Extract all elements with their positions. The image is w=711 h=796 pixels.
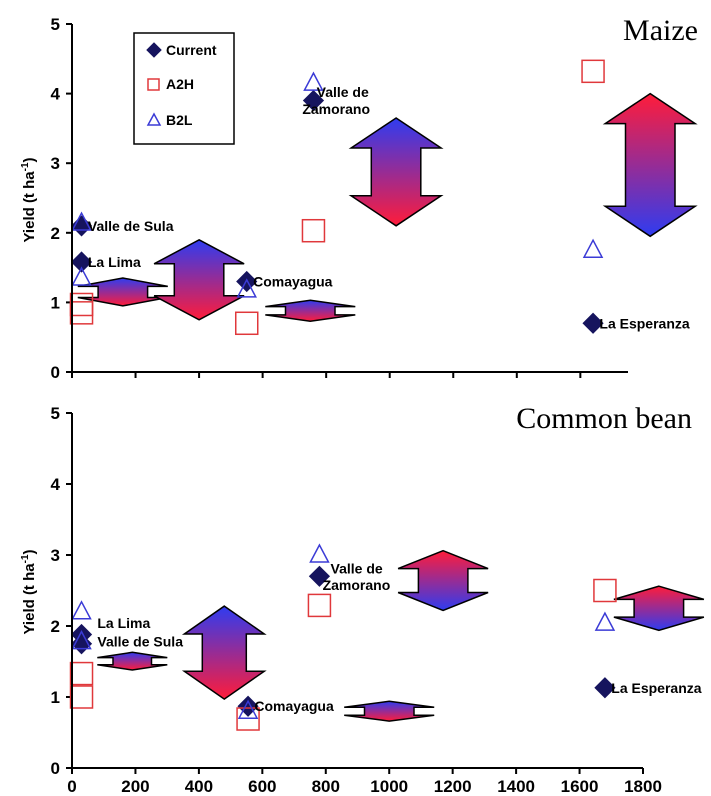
panel-title: Maize	[623, 14, 698, 47]
point-current	[70, 251, 93, 273]
site-labels: Valle de Sula La Lima Comayagua Valle deZam…	[88, 84, 690, 331]
point-b2l	[71, 630, 92, 650]
site-label: La Lima	[88, 254, 141, 270]
y-ticks: 0 1 2 3 4 5	[51, 15, 72, 382]
site-label: La Lima	[97, 615, 150, 631]
x-tick-label: 1400	[497, 777, 535, 796]
x-tick-label: 400	[185, 777, 213, 796]
site-label: Valle de	[331, 560, 383, 576]
y-tick-label: 4	[51, 475, 61, 494]
point-b2l	[582, 238, 604, 258]
point-b2l	[303, 71, 324, 91]
panel-title: Common bean	[516, 402, 692, 435]
double-arrow	[348, 117, 444, 227]
arrows	[97, 549, 705, 722]
y-tick-label: 0	[51, 363, 60, 382]
y-axis-label: Yield (t ha-1)	[20, 157, 38, 242]
double-arrow	[265, 299, 356, 322]
point-a2h	[301, 218, 326, 243]
point-a2h	[69, 685, 94, 709]
point-b2l	[71, 600, 92, 620]
site-label: Valle de Sula	[88, 218, 174, 234]
x-tick-label: 200	[121, 777, 149, 796]
y-tick-label: 1	[51, 688, 60, 707]
y-tick-label: 4	[51, 85, 61, 104]
point-a2h	[236, 707, 260, 731]
points	[69, 59, 605, 336]
point-a2h	[69, 301, 94, 325]
x-tick-label: 1800	[624, 777, 662, 796]
point-a2h	[581, 59, 605, 84]
site-label: La Esperanza	[611, 680, 701, 696]
y-tick-label: 5	[51, 404, 60, 423]
site-label: La Esperanza	[599, 315, 689, 331]
y-tick-label: 2	[51, 617, 60, 636]
double-arrow	[613, 585, 705, 632]
point-a2h	[234, 311, 259, 336]
x-tick-marks	[71, 768, 644, 774]
x-tick-label: 600	[248, 777, 276, 796]
legend-b2l-marker	[146, 112, 162, 126]
x-tick-marks	[71, 372, 582, 378]
double-arrow	[77, 277, 168, 307]
double-arrow	[181, 605, 267, 701]
point-b2l	[71, 211, 92, 231]
site-labels: La Lima Valle de Sula Comayagua Valle deZam…	[97, 560, 701, 714]
y-tick-label: 0	[51, 759, 60, 778]
point-a2h	[593, 578, 617, 603]
site-label: Comayagua	[253, 274, 333, 290]
y-ticks: 0 1 2 3 4 5	[51, 404, 72, 778]
point-current	[594, 677, 616, 699]
point-b2l	[594, 611, 616, 631]
double-arrow	[153, 238, 245, 321]
y-tick-label: 3	[51, 154, 60, 173]
x-tick-label: 0	[67, 777, 76, 796]
point-b2l	[237, 699, 259, 719]
point-current	[308, 565, 331, 587]
y-tick-label: 2	[51, 224, 60, 243]
legend-b2l-label: B2L	[166, 112, 193, 128]
arrows	[77, 92, 698, 322]
y-axis-label: Yield (t ha-1)	[20, 549, 38, 634]
x-tick-label: 1000	[370, 777, 408, 796]
x-tick-label: 1600	[561, 777, 599, 796]
x-ticks: 0 200 400 600 800 1000 1200 1400 1600 1800	[67, 777, 662, 796]
site-label: Valle de Sula	[97, 634, 183, 650]
x-tick-label: 1200	[434, 777, 472, 796]
point-current	[302, 89, 325, 112]
site-label: Comayagua	[254, 698, 334, 714]
legend-a2h-label: A2H	[166, 76, 194, 92]
point-current	[236, 270, 258, 293]
point-b2l	[236, 278, 257, 298]
maize-panel: Maize Yield (t ha-1) 0 1 2 3 4 5 Valle de Sul…	[20, 14, 698, 382]
y-tick-label: 1	[51, 293, 60, 312]
y-tick-label: 5	[51, 15, 60, 34]
point-b2l	[71, 266, 92, 286]
point-a2h	[307, 593, 332, 618]
legend-current-marker	[146, 42, 162, 58]
site-label: Valle de	[317, 84, 369, 100]
double-arrow	[602, 92, 698, 238]
legend-a2h-marker	[147, 78, 160, 91]
legend: Current A2H B2L	[133, 32, 235, 145]
y-tick-label: 3	[51, 546, 60, 565]
double-arrow	[344, 700, 435, 722]
common-bean-panel: Common bean Yield (t ha-1) 0 1 2 3 4 5 La Lim…	[20, 402, 705, 796]
x-tick-label: 800	[312, 777, 340, 796]
point-b2l	[309, 543, 330, 563]
double-arrow	[97, 651, 168, 671]
point-a2h	[69, 661, 94, 686]
points	[69, 543, 617, 731]
site-label: Zamorano	[323, 577, 391, 593]
point-current	[582, 312, 604, 334]
legend-current-label: Current	[166, 42, 217, 58]
site-label: Zamorano	[302, 101, 370, 117]
double-arrow	[397, 549, 489, 612]
